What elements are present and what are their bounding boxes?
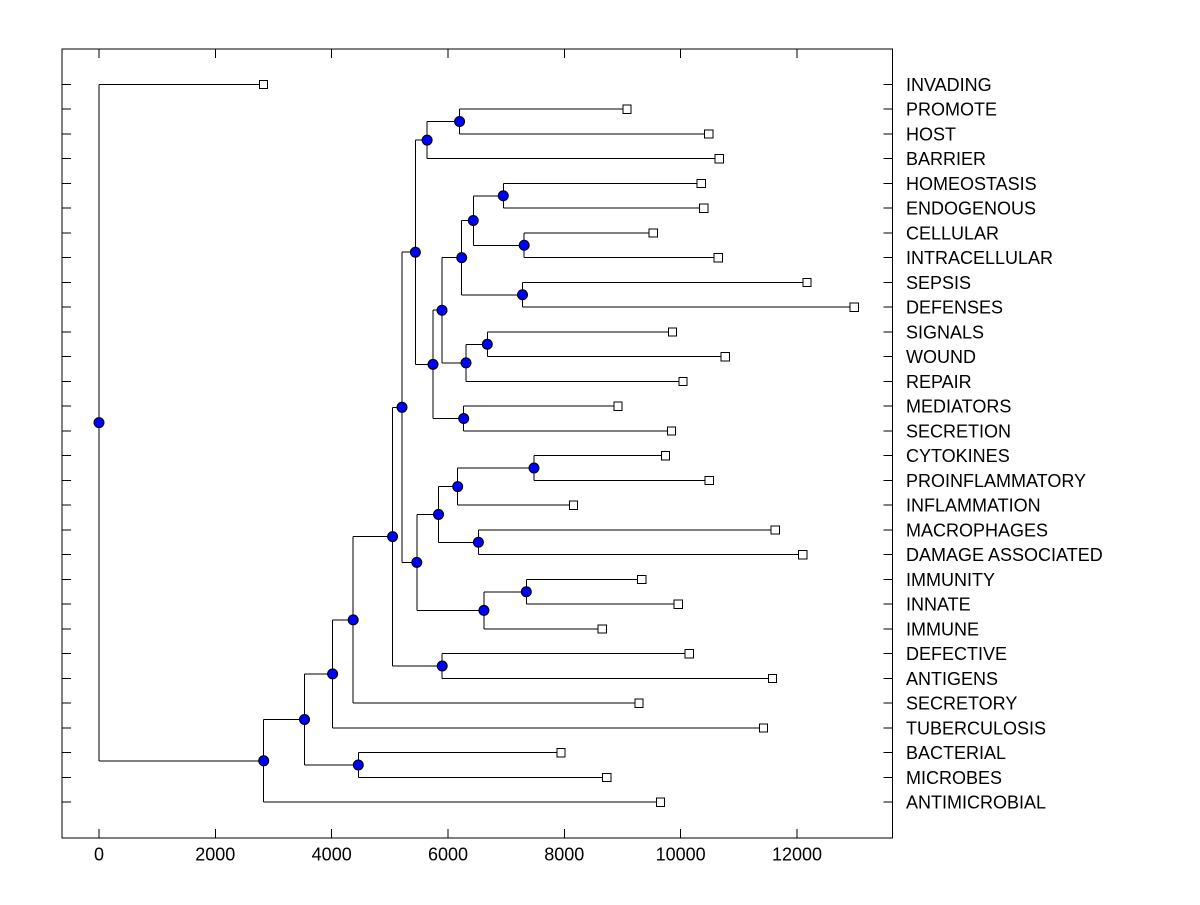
svg-text:SECRETORY: SECRETORY (906, 694, 1017, 714)
svg-text:6000: 6000 (428, 845, 468, 865)
svg-text:INFLAMMATION: INFLAMMATION (906, 496, 1041, 516)
svg-text:MACROPHAGES: MACROPHAGES (906, 520, 1048, 540)
svg-text:INVADING: INVADING (906, 75, 992, 95)
svg-text:12000: 12000 (772, 845, 822, 865)
svg-text:HOMEOSTASIS: HOMEOSTASIS (906, 174, 1037, 194)
svg-text:HOST: HOST (906, 124, 956, 144)
svg-text:BARRIER: BARRIER (906, 149, 986, 169)
svg-text:REPAIR: REPAIR (906, 372, 972, 392)
svg-text:DEFECTIVE: DEFECTIVE (906, 644, 1007, 664)
svg-text:CELLULAR: CELLULAR (906, 223, 999, 243)
svg-text:ANTIGENS: ANTIGENS (906, 669, 998, 689)
svg-text:2000: 2000 (195, 845, 235, 865)
svg-text:IMMUNE: IMMUNE (906, 619, 979, 639)
svg-text:BACTERIAL: BACTERIAL (906, 743, 1006, 763)
svg-text:IMMUNITY: IMMUNITY (906, 570, 995, 590)
svg-text:10000: 10000 (656, 845, 706, 865)
svg-text:MEDIATORS: MEDIATORS (906, 397, 1011, 417)
svg-text:4000: 4000 (312, 845, 352, 865)
svg-text:INNATE: INNATE (906, 595, 971, 615)
svg-text:0: 0 (94, 845, 104, 865)
svg-text:CYTOKINES: CYTOKINES (906, 446, 1010, 466)
svg-text:ANTIMICROBIAL: ANTIMICROBIAL (906, 793, 1046, 813)
svg-text:DAMAGE ASSOCIATED: DAMAGE ASSOCIATED (906, 545, 1103, 565)
svg-text:MICROBES: MICROBES (906, 768, 1002, 788)
svg-text:ENDOGENOUS: ENDOGENOUS (906, 199, 1036, 219)
svg-text:SEPSIS: SEPSIS (906, 273, 971, 293)
svg-text:WOUND: WOUND (906, 347, 976, 367)
svg-text:SECRETION: SECRETION (906, 421, 1011, 441)
svg-text:TUBERCULOSIS: TUBERCULOSIS (906, 718, 1046, 738)
svg-text:INTRACELLULAR: INTRACELLULAR (906, 248, 1053, 268)
svg-text:SIGNALS: SIGNALS (906, 322, 984, 342)
svg-text:PROMOTE: PROMOTE (906, 100, 997, 120)
svg-text:DEFENSES: DEFENSES (906, 298, 1003, 318)
svg-text:PROINFLAMMATORY: PROINFLAMMATORY (906, 471, 1086, 491)
svg-text:8000: 8000 (544, 845, 584, 865)
